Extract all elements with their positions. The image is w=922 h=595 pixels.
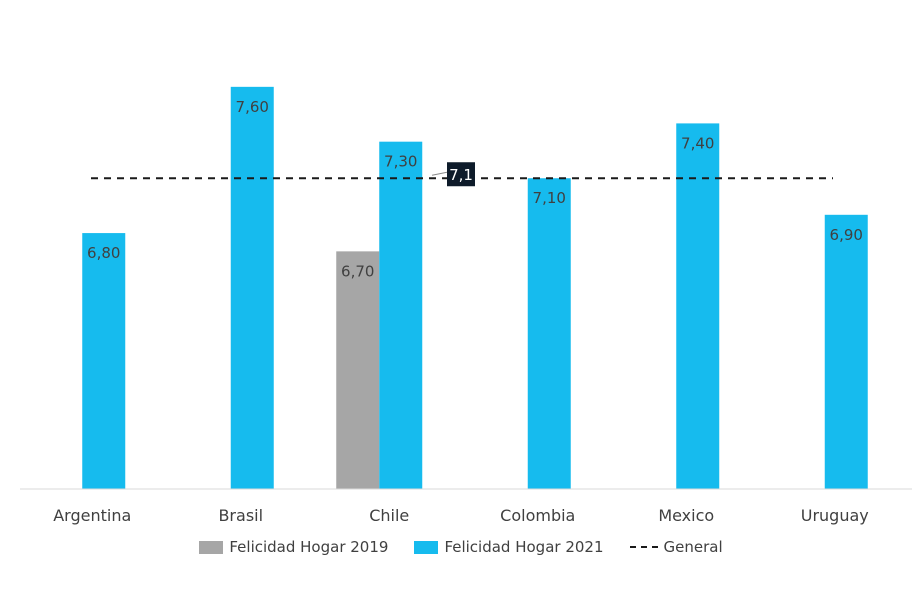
bar-2021-mexico [676, 123, 720, 490]
x-tick-label-brasil: Brasil [218, 506, 263, 525]
data-label-2021-argentina: 6,80 [87, 244, 120, 262]
legend-label-2021: Felicidad Hogar 2021 [444, 538, 604, 556]
x-tick-labels: Argentina Brasil Chile Colombia Mexico Urugua… [53, 506, 869, 525]
data-label-2019-chile: 6,70 [341, 262, 374, 280]
bar-2021-chile [379, 141, 423, 489]
bar-2021-argentina [82, 233, 126, 489]
legend-swatch-2021 [414, 540, 439, 554]
legend-label-general: General [663, 538, 723, 556]
data-label-2021-uruguay: 6,90 [830, 226, 863, 244]
legend-item-2021: Felicidad Hogar 2021 [414, 538, 604, 556]
legend-swatch-2019 [199, 540, 224, 554]
bar-2021-brasil [230, 86, 274, 489]
data-label-2021-colombia: 7,10 [533, 189, 566, 207]
bar-2019-chile [336, 251, 380, 489]
general-value-box [447, 162, 475, 187]
legend-swatch-general [629, 546, 658, 548]
x-tick-label-mexico: Mexico [658, 506, 714, 525]
bar-2021-colombia [527, 178, 571, 490]
x-tick-label-colombia: Colombia [500, 506, 575, 525]
legend: Felicidad Hogar 2019 Felicidad Hogar 202… [0, 535, 922, 559]
x-tick-label-chile: Chile [369, 506, 409, 525]
reference-line-layer: 7,1 [91, 162, 833, 187]
bar-2021-uruguay [824, 214, 868, 490]
x-tick-label-argentina: Argentina [53, 506, 131, 525]
bars-layer [82, 86, 868, 490]
bar-chart: 7,1 6,80 7,60 6,70 7,30 7,10 7,40 6,90 Argenti… [20, 86, 912, 525]
data-labels-layer: 6,80 7,60 6,70 7,30 7,10 7,40 6,90 [87, 98, 863, 281]
general-label-leader [431, 171, 448, 176]
general-value-label: 7,1 [449, 166, 473, 184]
x-tick-label-uruguay: Uruguay [801, 506, 869, 525]
data-label-2021-chile: 7,30 [384, 153, 417, 171]
data-label-2021-brasil: 7,60 [236, 98, 269, 116]
legend-item-general: General [629, 538, 723, 556]
legend-label-2019: Felicidad Hogar 2019 [229, 538, 389, 556]
data-label-2021-mexico: 7,40 [681, 134, 714, 152]
legend-item-2019: Felicidad Hogar 2019 [199, 538, 388, 556]
